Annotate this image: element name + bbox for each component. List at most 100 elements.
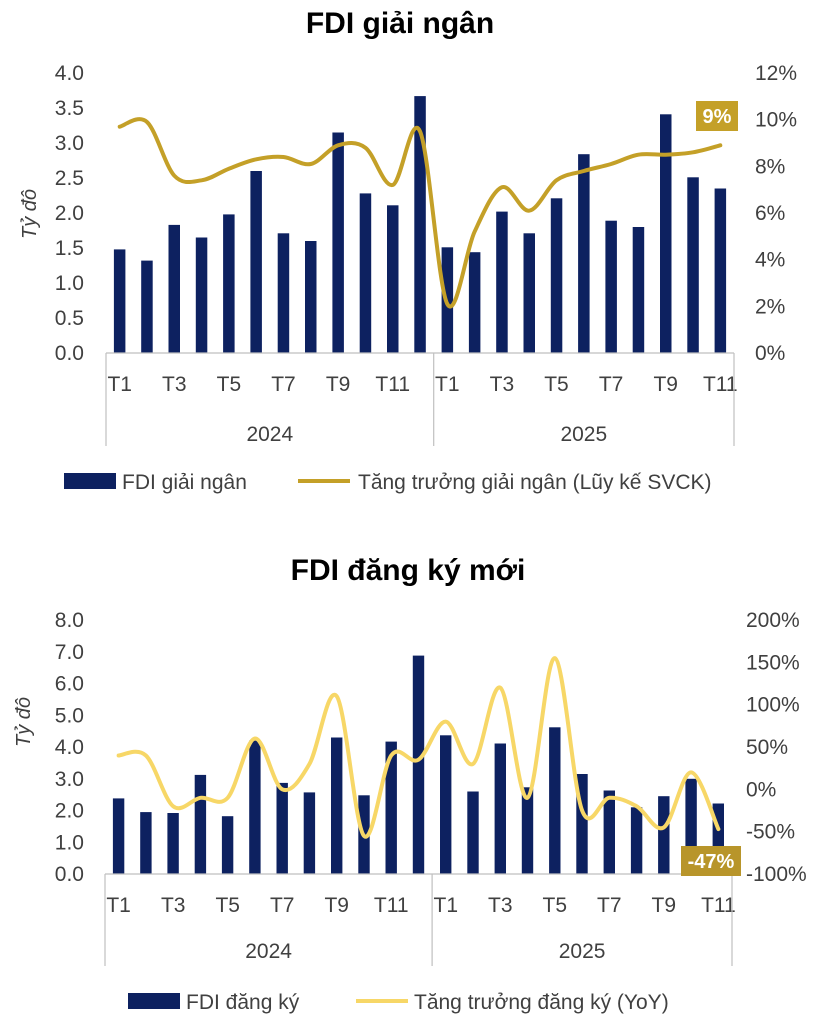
bar [578, 154, 590, 353]
x-axis: T1 T3 T5 T7 T9 T11 T1 T3 T5 T7 T9 T11 2024 2025 [104, 873, 736, 966]
x-tick-label: T1 [435, 373, 460, 396]
y-right-tick-label: 100% [746, 694, 800, 717]
annotation-badge: 9% [696, 101, 738, 131]
y-left-tick-label: 1.5 [55, 237, 84, 260]
y-right-tick-label: -100% [746, 863, 807, 886]
x-tick-label: T7 [597, 894, 622, 917]
chart-title: FDI đăng ký mới [291, 554, 526, 587]
bar [412, 655, 425, 874]
y-axis-left: 0.0 1.0 2.0 3.0 4.0 5.0 6.0 7.0 8.0 [55, 609, 84, 886]
y-axis-left: 0.0 0.5 1.0 1.5 2.0 2.5 3.0 3.5 4.0 [55, 62, 84, 365]
bar [440, 735, 452, 874]
y-right-tick-label: 0% [755, 342, 785, 365]
y-left-tick-label: 3.0 [55, 768, 84, 791]
legend: FDI giải ngân Tăng trưởng giải ngân (Lũy… [64, 471, 712, 494]
bar [549, 727, 561, 874]
annotation-badge-text: -47% [688, 851, 735, 873]
x-tick-label: T9 [653, 373, 678, 396]
growth-line [117, 117, 723, 309]
y-left-tick-label: 2.5 [55, 167, 84, 190]
y-right-tick-label: 12% [755, 62, 797, 85]
y-right-tick-label: 150% [746, 651, 800, 674]
bar [167, 813, 179, 874]
bar [223, 214, 235, 353]
x-tick-label: T5 [544, 373, 569, 396]
bar [331, 737, 343, 874]
x-tick-label: T11 [374, 894, 409, 917]
y-left-tick-label: 0.5 [55, 307, 84, 330]
bar [603, 790, 615, 874]
x-tick-label: T7 [270, 894, 295, 917]
y-left-tick-label: 1.0 [55, 272, 84, 295]
x-tick-label: T1 [107, 373, 132, 396]
annotation-badge: -47% [681, 846, 741, 876]
legend: FDI đăng ký Tăng trưởng đăng ký (YoY) [128, 991, 669, 1014]
bar [712, 803, 724, 874]
x-axis: T1 T3 T5 T7 T9 T11 T1 T3 T5 T7 T9 T11 2024 2025 [105, 352, 738, 446]
x-tick-label: T9 [652, 894, 677, 917]
y-axis-label: Tỷ đô [13, 697, 35, 747]
bar [496, 211, 508, 353]
y-left-tick-label: 6.0 [55, 673, 84, 696]
bar [714, 188, 727, 353]
bar [113, 249, 126, 353]
legend-bar-swatch [64, 473, 116, 489]
bar [576, 774, 588, 874]
x-tick-label: T5 [215, 894, 240, 917]
x-tick-label: T3 [490, 373, 515, 396]
y-axis-right: 0% 2% 4% 6% 8% 10% 12% [755, 62, 797, 365]
bar [387, 205, 399, 353]
line-series [117, 117, 723, 309]
bar [168, 224, 180, 353]
x-tick-label: T7 [599, 373, 624, 396]
bar [332, 132, 344, 353]
legend-line-label: Tăng trưởng giải ngân (Lũy kế SVCK) [358, 471, 712, 494]
y-right-tick-label: 8% [755, 155, 785, 178]
bar [359, 193, 372, 353]
chart-fdi-dang-ky-moi: FDI đăng ký mới Tỷ đô 0.0 1.0 2.0 3.0 4.0 5.0… [13, 554, 807, 1014]
y-left-tick-label: 2.0 [55, 800, 84, 823]
legend-bar-label: FDI giải ngân [122, 471, 247, 494]
x-tick-label: T5 [543, 894, 568, 917]
y-right-tick-label: 50% [746, 736, 788, 759]
chart-fdi-giai-ngan: FDI giải ngân Tỷ đô 0.0 0.5 1.0 1.5 2.0 2.5 3.… [19, 7, 797, 494]
bar [550, 198, 563, 353]
line-series [116, 656, 721, 839]
x-tick-label: T9 [324, 894, 349, 917]
y-right-tick-label: 200% [746, 609, 800, 632]
y-right-tick-label: 4% [755, 249, 785, 272]
year-label: 2025 [559, 940, 606, 963]
x-tick-label: T7 [271, 373, 296, 396]
y-right-tick-label: 6% [755, 202, 785, 225]
bar [385, 741, 397, 874]
y-left-tick-label: 0.0 [55, 863, 84, 886]
annotation-badge-bg [696, 101, 738, 131]
y-right-tick-label: 10% [755, 109, 797, 132]
annotation-badge-text: 9% [703, 106, 732, 128]
year-label: 2024 [245, 940, 292, 963]
year-label: 2024 [246, 423, 293, 446]
bar [660, 114, 672, 353]
y-left-tick-label: 3.0 [55, 132, 84, 155]
bar [658, 796, 670, 874]
bar [685, 778, 697, 875]
bar [221, 816, 234, 874]
x-tick-label: T11 [703, 373, 738, 396]
bar [467, 791, 479, 874]
y-axis-label: Tỷ đô [19, 189, 41, 239]
x-tick-label: T1 [434, 894, 459, 917]
y-left-tick-label: 2.0 [55, 202, 84, 225]
annotation-badge-bg [681, 846, 741, 876]
bar [305, 241, 317, 353]
x-tick-label: T3 [488, 894, 513, 917]
growth-line [116, 656, 721, 839]
y-left-tick-label: 4.0 [55, 62, 84, 85]
y-right-tick-label: 2% [755, 295, 785, 318]
bar [468, 252, 481, 353]
y-left-tick-label: 5.0 [55, 704, 84, 727]
bar [523, 233, 535, 353]
y-right-tick-label: -50% [746, 821, 795, 844]
bar [276, 782, 288, 874]
chart-title: FDI giải ngân [306, 7, 494, 40]
